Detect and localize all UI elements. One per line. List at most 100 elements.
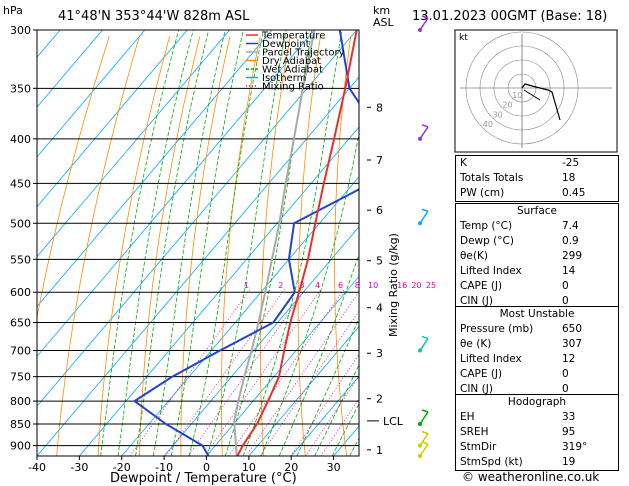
surface-row: Dewp (°C) 0.9 bbox=[456, 234, 618, 249]
mixing-ratio-line bbox=[187, 288, 307, 456]
pressure-tick-label: 550 bbox=[10, 253, 31, 266]
km-unit: km bbox=[373, 4, 390, 17]
dry-adiabat-line bbox=[56, 36, 140, 456]
dry-adiabat-line bbox=[334, 36, 352, 456]
pressure-tick-label: 650 bbox=[10, 317, 31, 330]
wind-barb-dot bbox=[418, 221, 422, 226]
surface-label: Dewp (°C) bbox=[460, 235, 514, 247]
isotherm-line bbox=[248, 325, 359, 456]
surface-row: CAPE (J) 0 bbox=[456, 279, 618, 294]
isotherm-line bbox=[163, 226, 359, 456]
hodograph-row: SREH 95 bbox=[456, 425, 618, 440]
km-tick-label: 1 bbox=[376, 444, 383, 457]
pressure-tick-label: 350 bbox=[10, 82, 31, 95]
dry-adiabat-line bbox=[297, 36, 321, 456]
hodograph-ring-label: 30 bbox=[493, 110, 503, 119]
hodograph-value: 95 bbox=[562, 426, 576, 438]
unstable-row: CAPE (J) 0 bbox=[456, 367, 618, 382]
axes: 1 2 3 4 6 8 10 16 20 2530035040045050055060065070… bbox=[10, 24, 436, 474]
indices-panel: K -25 Totals Totals 18 PW (cm) 0.45 bbox=[455, 155, 619, 202]
x-tick-label: -30 bbox=[70, 461, 88, 474]
dewpoint-line bbox=[133, 30, 359, 456]
isotherm-line bbox=[37, 76, 359, 456]
surface-label: CAPE (J) bbox=[460, 280, 503, 292]
legend-item: Isotherm bbox=[262, 73, 306, 84]
unstable-value: 0 bbox=[562, 368, 569, 380]
wet-adiabat-line bbox=[206, 30, 287, 456]
wind-barb-dot bbox=[418, 454, 422, 458]
dry-adiabat-line bbox=[404, 36, 429, 456]
storm-motion-arrow bbox=[523, 89, 541, 101]
hodograph-label: StmDir bbox=[460, 441, 497, 453]
wet-adiabat-line bbox=[152, 30, 226, 456]
unstable-label: CAPE (J) bbox=[460, 368, 503, 380]
unstable-row: Lifted Index 12 bbox=[456, 352, 618, 367]
x-tick-label: 10 bbox=[242, 461, 256, 474]
surface-row: Lifted Index 14 bbox=[456, 264, 618, 279]
unstable-panel: Most Unstable Pressure (mb) 650 θe (K) 307 L… bbox=[455, 306, 619, 398]
isotherm-line bbox=[37, 30, 230, 258]
isotherm-line bbox=[37, 30, 273, 308]
dry-adiabat-line bbox=[259, 36, 291, 456]
surface-row: θe(K) 299 bbox=[456, 249, 618, 264]
isotherm-line bbox=[37, 30, 358, 407]
x-tick-label: 0 bbox=[203, 461, 210, 474]
mixing-ratio-line bbox=[245, 291, 359, 456]
dry-adiabat-line bbox=[37, 36, 110, 320]
hodograph-value: 19 bbox=[562, 456, 576, 468]
unstable-label: θe (K) bbox=[460, 338, 492, 350]
hpa-unit: hPa bbox=[3, 4, 23, 17]
pressure-tick-label: 900 bbox=[10, 440, 31, 453]
hodograph-ring-label: 20 bbox=[502, 101, 512, 110]
wind-barb-flag bbox=[421, 409, 429, 413]
surface-value: 0 bbox=[562, 295, 569, 307]
isotherm-line bbox=[79, 126, 359, 456]
mixing-ratio-label: 16 bbox=[397, 281, 407, 290]
wet-adiabat-line bbox=[188, 30, 264, 456]
hodograph-trace bbox=[521, 83, 561, 121]
wet-adiabat-line bbox=[117, 30, 194, 456]
profile-lines bbox=[133, 30, 359, 456]
pressure-tick-label: 300 bbox=[10, 24, 31, 37]
wind-barb bbox=[419, 443, 429, 457]
footer: © weatheronline.co.uk bbox=[462, 470, 599, 484]
mixing-ratio-line bbox=[165, 288, 285, 456]
dry-adiabat-line bbox=[180, 36, 231, 456]
wind-barb-dot bbox=[418, 348, 422, 353]
unstable-label: CIN (J) bbox=[460, 383, 493, 395]
mixing-ratio-label: 4 bbox=[315, 281, 320, 290]
dry-adiabat-line bbox=[139, 36, 201, 456]
hodograph-unit: kt bbox=[459, 33, 468, 43]
mixing-ratio-line bbox=[290, 353, 359, 456]
x-tick-label: 30 bbox=[327, 461, 341, 474]
surface-label: Lifted Index bbox=[460, 265, 522, 277]
hodograph-label: StmSpd (kt) bbox=[460, 456, 523, 468]
wet-adiabat-line bbox=[296, 317, 359, 456]
wet-adiabat-line bbox=[224, 30, 313, 456]
legend-item: Dewpoint bbox=[262, 39, 310, 50]
legend-item: Mixing Ratio bbox=[262, 82, 324, 93]
site-link[interactable]: weatheronline.co.uk bbox=[477, 470, 600, 484]
valid-datetime: 13.01.2023 00GMT (Base: 18) bbox=[412, 9, 607, 24]
totals-row: Totals Totals 18 bbox=[460, 172, 576, 184]
legend-item: Parcel Trajectory bbox=[262, 48, 345, 59]
asl-unit: ASL bbox=[373, 16, 395, 29]
hodograph-label: SREH bbox=[460, 426, 489, 438]
mixing-ratio-line bbox=[129, 288, 251, 456]
wind-barbs bbox=[418, 15, 429, 458]
unstable-value: 650 bbox=[562, 323, 583, 335]
dry-adiabat-line bbox=[220, 36, 261, 456]
legend-item: Dry Adiabat bbox=[262, 56, 321, 67]
unstable-row: θe (K) 307 bbox=[456, 337, 618, 352]
wet-adiabat-line bbox=[314, 363, 359, 456]
wind-barb-flag bbox=[421, 430, 429, 435]
mixing-ratio-line bbox=[320, 397, 359, 456]
pressure-tick-label: 450 bbox=[10, 177, 31, 190]
surface-label: Temp (°C) bbox=[460, 220, 513, 232]
surface-value: 7.4 bbox=[562, 220, 579, 232]
hodograph-row: StmDir 319° bbox=[456, 440, 618, 455]
wind-barb bbox=[419, 338, 429, 351]
